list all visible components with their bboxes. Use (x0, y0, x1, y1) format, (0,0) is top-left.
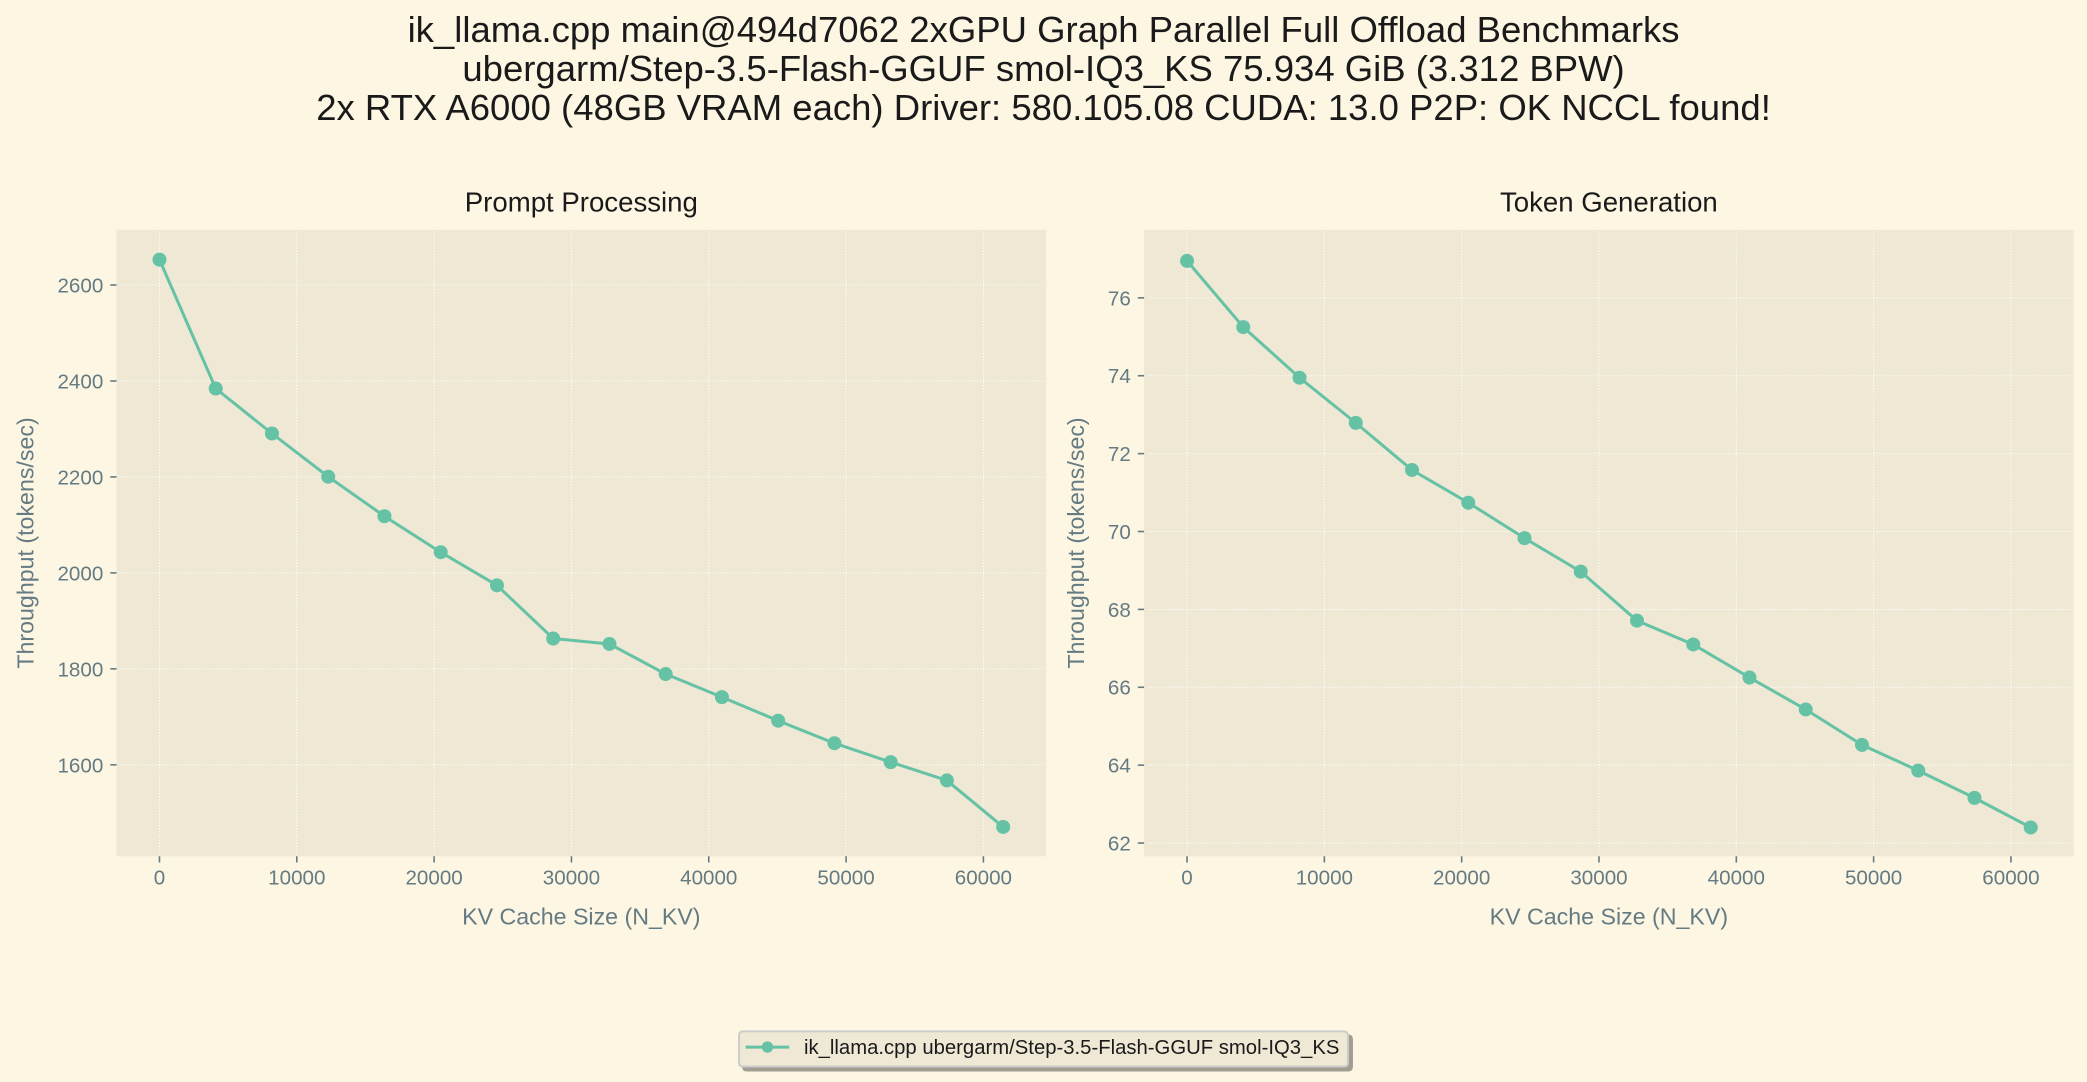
svg-text:1600: 1600 (57, 754, 103, 777)
svg-text:2400: 2400 (57, 370, 103, 393)
svg-text:Prompt Processing: Prompt Processing (465, 187, 698, 218)
svg-text:30000: 30000 (1570, 866, 1627, 889)
svg-text:30000: 30000 (543, 866, 600, 889)
svg-text:2600: 2600 (57, 274, 103, 297)
svg-text:0: 0 (154, 866, 165, 889)
svg-text:74: 74 (1108, 365, 1131, 388)
svg-text:Token Generation: Token Generation (1500, 187, 1718, 218)
svg-text:0: 0 (1181, 866, 1192, 889)
svg-text:ubergarm/Step-3.5-Flash-GGUF s: ubergarm/Step-3.5-Flash-GGUF smol-IQ3_KS… (462, 48, 1624, 89)
svg-text:Throughput (tokens/sec): Throughput (tokens/sec) (12, 417, 38, 668)
svg-text:76: 76 (1108, 287, 1131, 310)
svg-text:72: 72 (1108, 443, 1131, 466)
svg-text:1800: 1800 (57, 658, 103, 681)
svg-text:2000: 2000 (57, 562, 103, 585)
svg-text:66: 66 (1108, 677, 1131, 700)
svg-text:10000: 10000 (1296, 866, 1353, 889)
svg-text:50000: 50000 (817, 866, 874, 889)
svg-text:10000: 10000 (268, 866, 325, 889)
svg-text:KV Cache Size (N_KV): KV Cache Size (N_KV) (462, 904, 700, 930)
svg-text:40000: 40000 (1708, 866, 1765, 889)
svg-text:2200: 2200 (57, 466, 103, 489)
svg-text:20000: 20000 (1433, 866, 1490, 889)
svg-text:Throughput (tokens/sec): Throughput (tokens/sec) (1063, 417, 1089, 668)
svg-text:68: 68 (1108, 599, 1131, 622)
svg-text:ik_llama.cpp ubergarm/Step-3.5: ik_llama.cpp ubergarm/Step-3.5-Flash-GGU… (804, 1037, 1339, 1059)
svg-text:KV Cache Size (N_KV): KV Cache Size (N_KV) (1490, 904, 1728, 930)
svg-text:70: 70 (1108, 521, 1131, 544)
svg-text:50000: 50000 (1845, 866, 1902, 889)
svg-text:20000: 20000 (405, 866, 462, 889)
svg-text:64: 64 (1108, 755, 1131, 778)
svg-text:60000: 60000 (955, 866, 1012, 889)
svg-text:ik_llama.cpp main@494d7062 2xG: ik_llama.cpp main@494d7062 2xGPU Graph P… (408, 9, 1680, 50)
svg-text:2x RTX A6000 (48GB VRAM each): 2x RTX A6000 (48GB VRAM each) Driver: 58… (316, 87, 1771, 128)
svg-text:40000: 40000 (680, 866, 737, 889)
svg-text:62: 62 (1108, 833, 1131, 856)
svg-text:60000: 60000 (1982, 866, 2039, 889)
